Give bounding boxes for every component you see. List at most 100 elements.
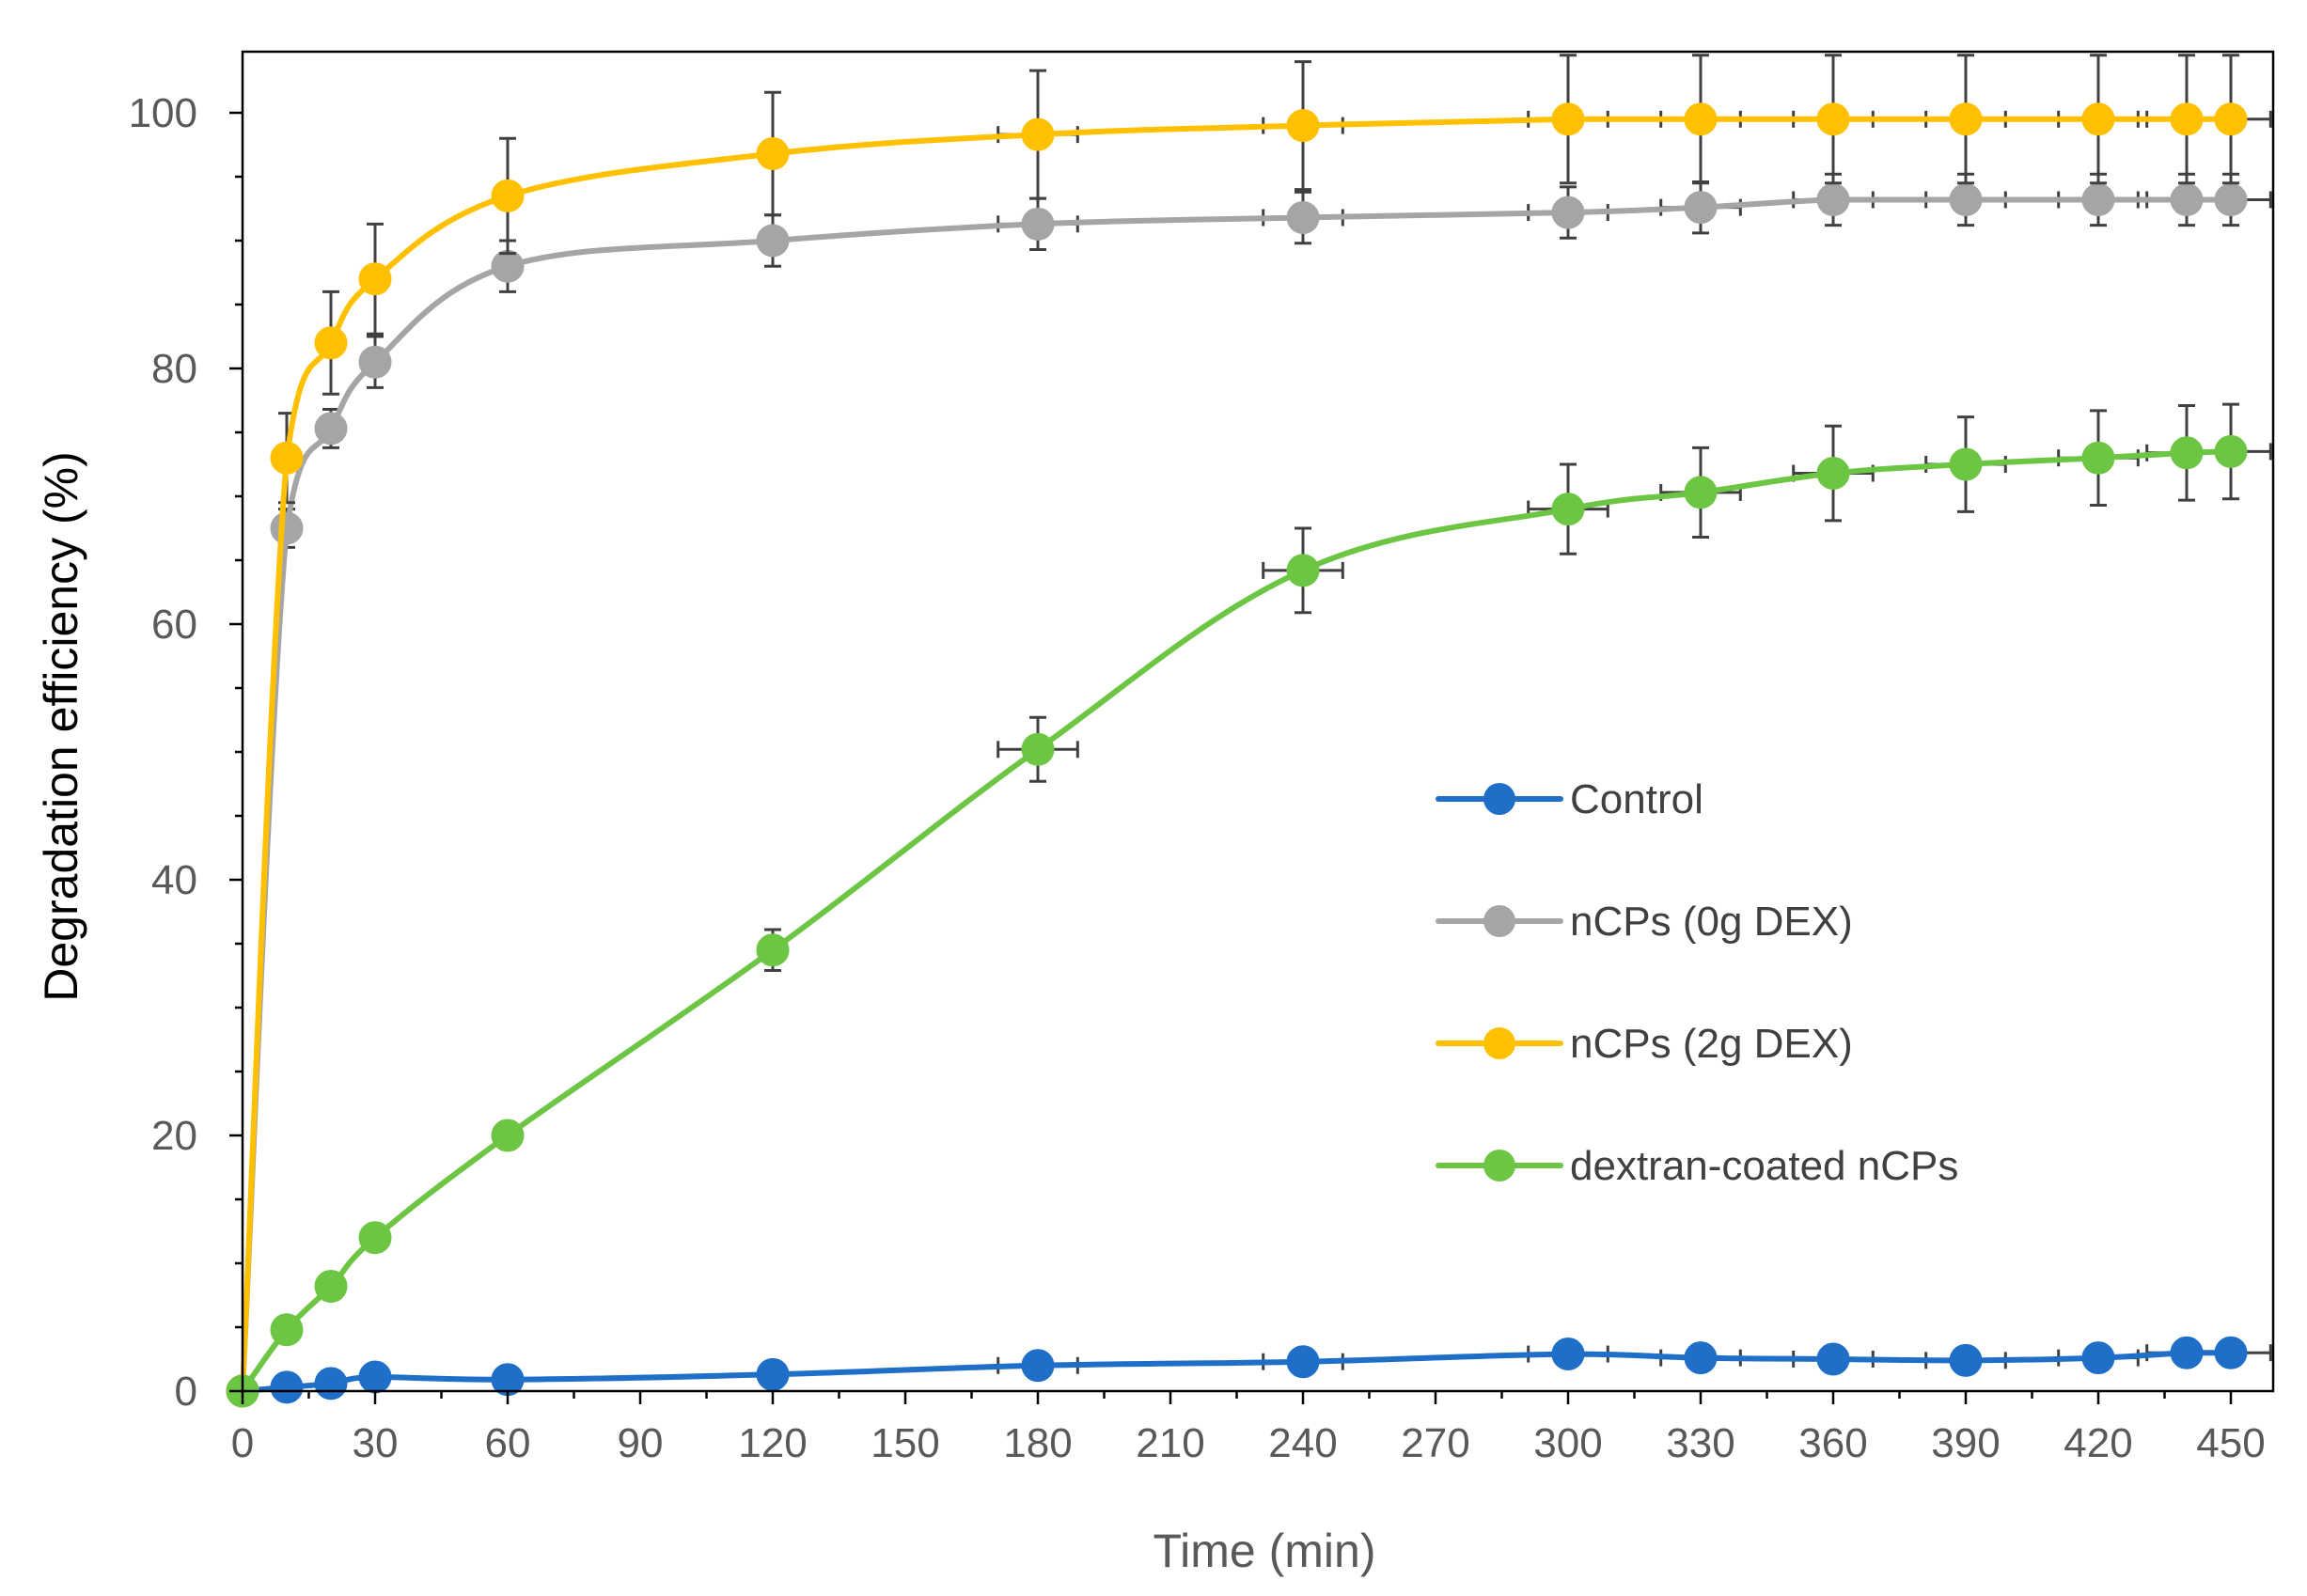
legend-item: nCPs (2g DEX) <box>1436 1021 1853 1067</box>
data-point <box>2170 182 2204 216</box>
data-point <box>1551 102 1585 136</box>
y-tick-label: 100 <box>129 90 197 136</box>
series-layer <box>226 54 2272 1408</box>
data-point <box>491 1119 525 1152</box>
data-point <box>1021 207 1055 241</box>
x-tick-label: 240 <box>1268 1420 1337 1466</box>
y-tick-label: 20 <box>151 1113 197 1159</box>
data-point <box>1684 191 1718 225</box>
data-point <box>358 262 392 296</box>
series-2 <box>226 172 2272 1408</box>
data-point <box>1684 1341 1718 1375</box>
data-point <box>358 1221 392 1255</box>
data-point <box>1949 1343 1983 1377</box>
data-point <box>2081 182 2115 216</box>
data-point <box>756 933 790 967</box>
data-point <box>270 1370 304 1404</box>
x-tick-label: 120 <box>738 1420 807 1466</box>
data-point <box>2170 436 2204 470</box>
legend-marker <box>1483 1027 1515 1059</box>
data-point <box>270 1313 304 1347</box>
x-tick-label: 450 <box>2196 1420 2265 1466</box>
data-point <box>2081 102 2115 136</box>
data-point <box>314 1269 348 1303</box>
legend-label: Control <box>1570 776 1703 822</box>
legend-marker <box>1483 783 1515 815</box>
x-tick-label: 150 <box>871 1420 939 1466</box>
y-axis-title: Degradation efficiency (%) <box>35 451 87 1001</box>
data-point <box>756 137 790 171</box>
data-point <box>1551 1338 1585 1371</box>
y-tick-label: 0 <box>175 1369 197 1415</box>
series-4 <box>226 402 2272 1408</box>
axes-layer: 0 20 40 60 80 100 0 30 60 90 120 150 180 210 240 270 300… <box>129 50 2275 1466</box>
x-tick-label: 60 <box>485 1420 531 1466</box>
data-point <box>270 511 304 545</box>
x-tick-label: 330 <box>1666 1420 1734 1466</box>
y-tick-label: 40 <box>151 857 197 903</box>
data-point <box>1816 1342 1850 1376</box>
data-point <box>491 179 525 212</box>
legend-item: Control <box>1436 776 1703 822</box>
data-point <box>1816 457 1850 491</box>
legend-label: dextran-coated nCPs <box>1570 1143 1958 1189</box>
series-1 <box>226 1336 2272 1408</box>
data-point <box>1286 201 1320 235</box>
data-point <box>1949 447 1983 481</box>
data-point <box>756 224 790 258</box>
series-line <box>240 448 2234 1394</box>
data-point <box>1684 102 1718 136</box>
x-tick-label: 270 <box>1401 1420 1469 1466</box>
x-tick-label: 90 <box>618 1420 664 1466</box>
data-point <box>1816 102 1850 136</box>
data-point <box>1021 1349 1055 1383</box>
data-point <box>2214 102 2248 136</box>
legend-label: nCPs (0g DEX) <box>1570 899 1853 945</box>
data-point <box>358 345 392 379</box>
legend-marker <box>1483 1150 1515 1181</box>
data-point <box>1021 117 1055 151</box>
data-point <box>1286 554 1320 587</box>
data-point <box>756 1357 790 1391</box>
data-point <box>2214 434 2248 468</box>
x-tick-label: 420 <box>2064 1420 2132 1466</box>
data-point <box>2081 441 2115 475</box>
series-line <box>240 196 2234 1394</box>
data-point <box>1684 476 1718 509</box>
data-point <box>2170 1336 2204 1369</box>
y-tick-label: 80 <box>151 346 197 392</box>
series-line <box>240 1350 2234 1394</box>
x-tick-label: 0 <box>231 1420 254 1466</box>
x-tick-label: 30 <box>353 1420 399 1466</box>
legend: Control nCPs (0g DEX) nCPs (2g DEX) dextran… <box>1436 776 1958 1189</box>
legend-marker <box>1483 905 1515 937</box>
data-point <box>314 326 348 360</box>
x-axis-title: Time (min) <box>1153 1525 1375 1577</box>
data-point <box>358 1360 392 1394</box>
data-point <box>1286 109 1320 143</box>
series-line <box>240 116 2234 1394</box>
data-point <box>2170 102 2204 136</box>
y-tick-label: 60 <box>151 602 197 648</box>
data-point <box>1949 102 1983 136</box>
x-tick-label: 210 <box>1136 1420 1204 1466</box>
data-point <box>314 412 348 446</box>
data-point <box>1021 732 1055 766</box>
data-point <box>314 1367 348 1400</box>
data-point <box>1949 182 1983 216</box>
data-point <box>2081 1341 2115 1375</box>
x-tick-label: 300 <box>1533 1420 1602 1466</box>
legend-item: nCPs (0g DEX) <box>1436 899 1853 945</box>
data-point <box>1551 196 1585 229</box>
data-point <box>2214 1336 2248 1369</box>
x-tick-label: 180 <box>1003 1420 1072 1466</box>
data-point <box>1286 1345 1320 1379</box>
data-point <box>270 441 304 475</box>
data-point <box>1551 493 1585 526</box>
x-tick-label: 390 <box>1931 1420 2000 1466</box>
data-point <box>2214 182 2248 216</box>
legend-label: nCPs (2g DEX) <box>1570 1021 1853 1067</box>
legend-item: dextran-coated nCPs <box>1436 1143 1958 1189</box>
